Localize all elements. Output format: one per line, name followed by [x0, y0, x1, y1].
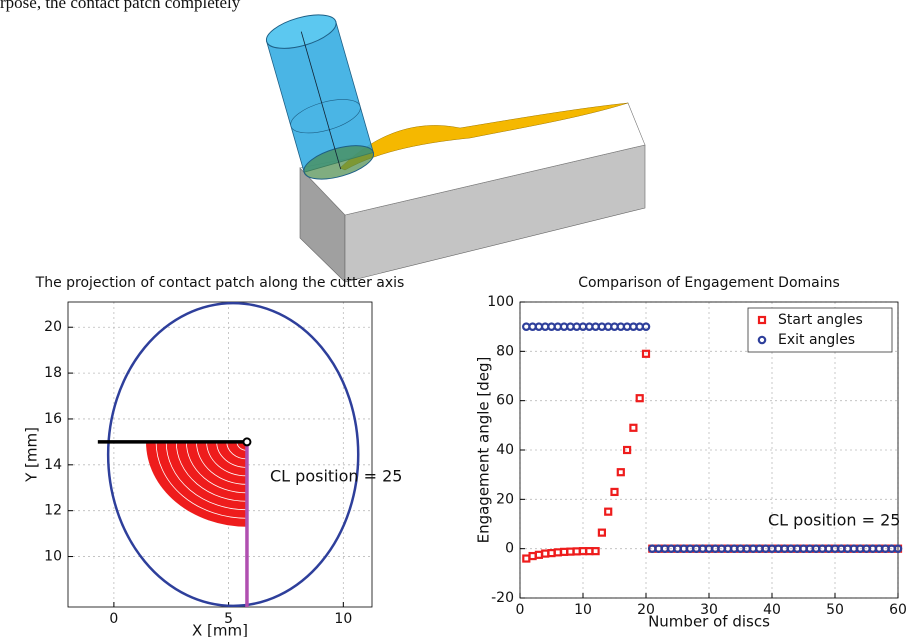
x-axis-label: Number of discs [648, 613, 770, 631]
y-tick-label: 20 [496, 491, 514, 507]
y-tick-label: 0 [505, 541, 514, 557]
y-tick-label: 40 [496, 442, 514, 458]
text-fragment: rpose, the contact patch completely [0, 0, 241, 12]
data-point [637, 395, 643, 401]
cl-point [243, 438, 250, 445]
y-tick-label: -20 [491, 590, 514, 606]
data-point [555, 549, 561, 555]
x-tick-label: 50 [826, 602, 844, 618]
contact-patch [146, 442, 247, 527]
data-point [586, 548, 592, 554]
data-point [599, 530, 605, 536]
chart-title: The projection of contact patch along th… [35, 275, 405, 291]
x-tick-label: 10 [334, 611, 352, 627]
legend-label: Start angles [778, 312, 863, 328]
data-point [549, 550, 555, 556]
x-axis-label: X [mm] [192, 622, 248, 637]
plot-area [98, 303, 358, 607]
y-tick-label: 16 [44, 411, 62, 427]
data-point [523, 556, 529, 562]
data-point [580, 548, 586, 554]
data-point [567, 549, 573, 555]
y-tick-label: 60 [496, 393, 514, 409]
chart-title: Comparison of Engagement Domains [578, 275, 840, 291]
y-axis-label: Engagement angle [deg] [475, 357, 493, 544]
data-point [574, 548, 580, 554]
y-axis-label: Y [mm] [23, 427, 41, 483]
data-point [618, 469, 624, 475]
annotation: CL position = 25 [768, 511, 900, 530]
data-point [605, 509, 611, 515]
y-tick-label: 14 [44, 457, 62, 473]
annotation: CL position = 25 [270, 467, 402, 486]
x-tick-label: 0 [516, 602, 525, 618]
x-tick-label: 0 [109, 611, 118, 627]
data-point [612, 489, 618, 495]
data-point [630, 425, 636, 431]
data-point [536, 552, 542, 558]
y-tick-label: 20 [44, 319, 62, 335]
x-tick-label: 10 [574, 602, 592, 618]
data-point [542, 551, 548, 557]
y-tick-label: 80 [496, 343, 514, 359]
legend-label: Exit angles [778, 332, 855, 348]
x-tick-label: 60 [889, 602, 906, 618]
data-point [643, 323, 649, 329]
y-tick-label: 100 [487, 294, 514, 310]
data-point [593, 548, 599, 554]
data-point [624, 447, 630, 453]
y-tick-label: 18 [44, 365, 62, 381]
data-point [530, 553, 536, 559]
figure: rpose, the contact patch completely The … [0, 0, 906, 637]
render-3d [263, 8, 645, 282]
data-point [561, 549, 567, 555]
y-tick-label: 10 [44, 549, 62, 565]
y-tick-label: 12 [44, 503, 62, 519]
